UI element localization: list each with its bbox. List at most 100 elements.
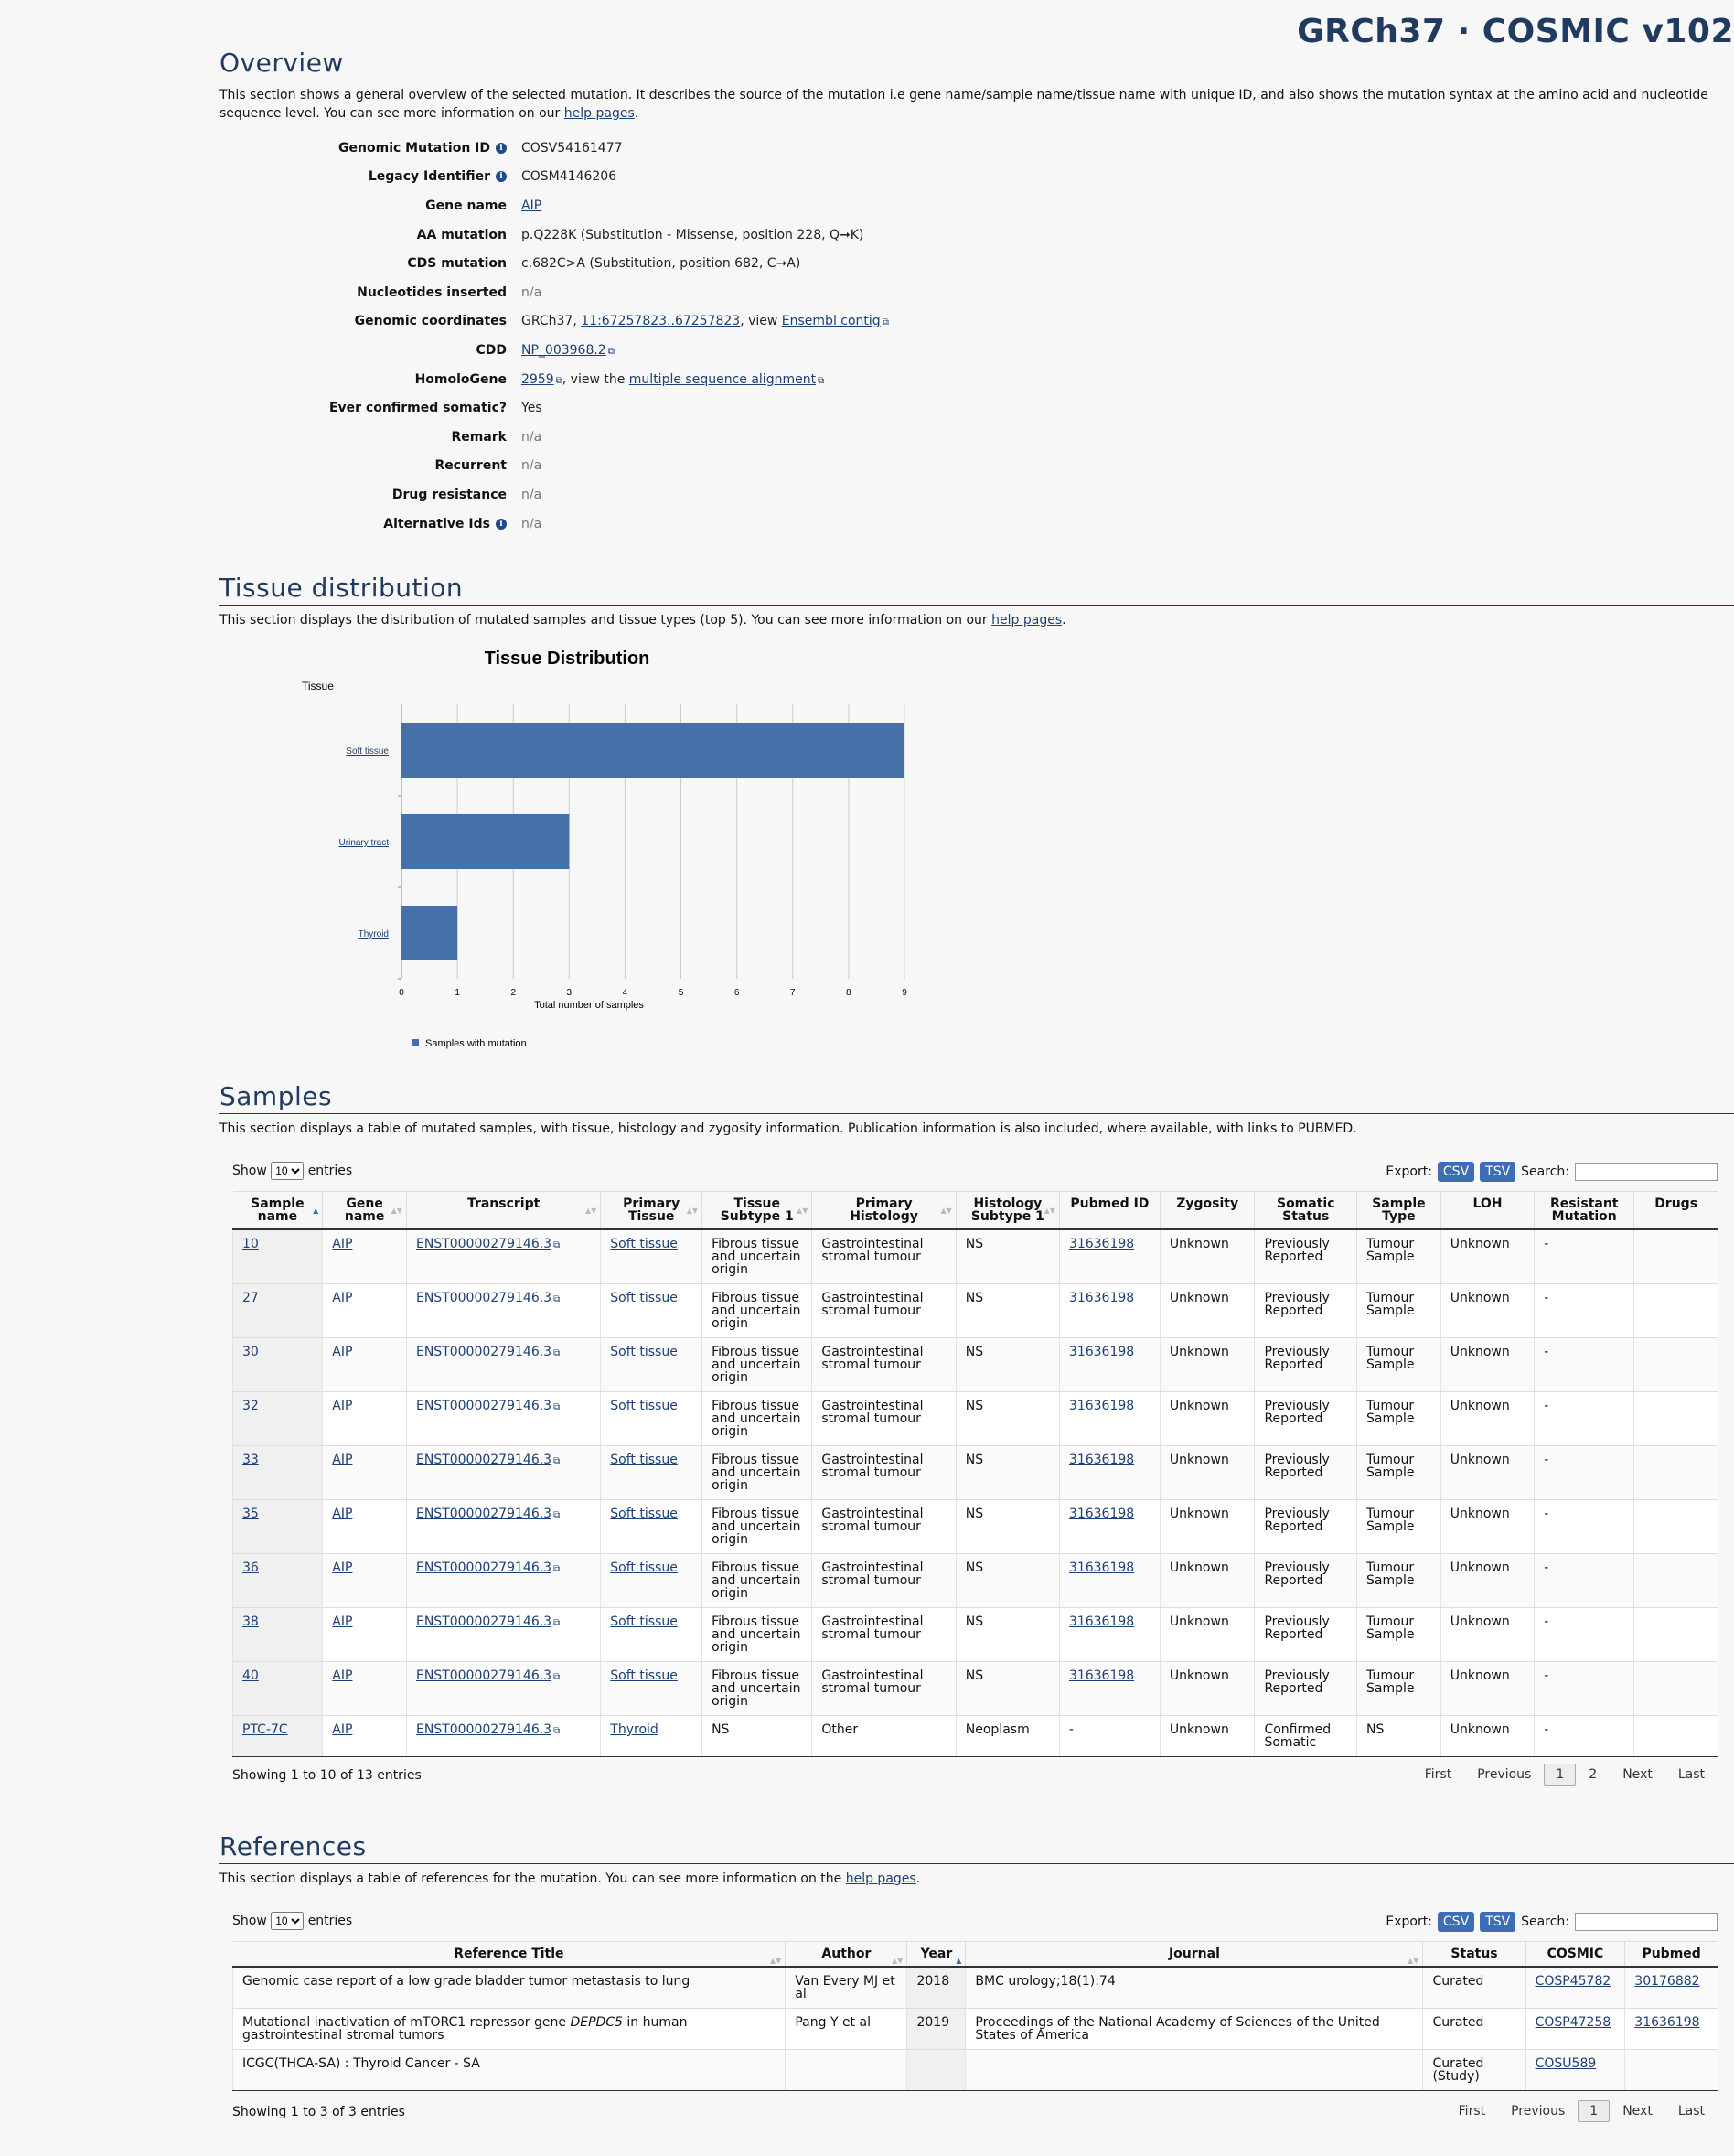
references-cell[interactable]: 30176882: [1624, 1967, 1718, 2009]
samples-cell[interactable]: 33: [231, 1445, 323, 1500]
references-pager-next[interactable]: Next: [1622, 2104, 1653, 2118]
samples-pager-first[interactable]: First: [1424, 1767, 1452, 1782]
samples-search-input[interactable]: [1575, 1163, 1718, 1181]
samples-column-header[interactable]: Tissue Subtype 1 ▲▼: [701, 1191, 812, 1230]
references-pager-1[interactable]: 1: [1578, 2100, 1611, 2122]
samples-cell-link[interactable]: AIP: [332, 1291, 353, 1305]
samples-cell[interactable]: 35: [231, 1499, 323, 1554]
samples-cell[interactable]: 10: [231, 1229, 323, 1284]
chart-bar[interactable]: [401, 723, 904, 778]
samples-cell[interactable]: AIP: [322, 1607, 407, 1662]
overview-value-link[interactable]: 2959: [521, 371, 554, 387]
samples-cell-link[interactable]: 31636198: [1068, 1399, 1135, 1413]
samples-cell-link[interactable]: Soft tissue: [610, 1614, 678, 1629]
references-cell-link[interactable]: COSP45782: [1535, 1974, 1611, 1989]
samples-cell[interactable]: Soft tissue: [600, 1553, 702, 1608]
samples-column-header[interactable]: Zygosity: [1159, 1191, 1255, 1230]
samples-cell-link[interactable]: ENST00000279146.3: [415, 1291, 552, 1305]
samples-column-header[interactable]: Transcript ▲▼: [405, 1191, 601, 1230]
samples-column-header[interactable]: Primary Tissue ▲▼: [600, 1191, 702, 1230]
samples-cell-link[interactable]: 33: [242, 1453, 259, 1467]
overview-value-link[interactable]: NP_003968.2: [521, 342, 606, 358]
samples-cell-link[interactable]: Soft tissue: [610, 1668, 678, 1683]
genomic-coordinates-link[interactable]: 11:67257823..67257823: [581, 314, 741, 329]
samples-cell-link[interactable]: 40: [242, 1668, 259, 1683]
samples-csv-button[interactable]: CSV: [1437, 1162, 1475, 1182]
samples-cell-link[interactable]: AIP: [332, 1237, 353, 1251]
samples-cell-link[interactable]: AIP: [332, 1399, 353, 1413]
samples-cell[interactable]: AIP: [322, 1661, 407, 1716]
samples-cell[interactable]: ENST00000279146.3 ⧉: [405, 1607, 601, 1662]
samples-cell[interactable]: AIP: [322, 1445, 407, 1500]
references-page-size-select[interactable]: 10: [271, 1912, 305, 1930]
chart-bar[interactable]: [401, 906, 458, 960]
references-column-header[interactable]: Author ▲▼: [785, 1941, 907, 1968]
samples-cell-link[interactable]: 31636198: [1068, 1668, 1135, 1683]
samples-cell[interactable]: 36: [231, 1553, 323, 1608]
samples-cell-link[interactable]: 10: [242, 1237, 259, 1251]
chart-category-label[interactable]: Soft tissue: [346, 746, 389, 756]
references-cell-link[interactable]: 31636198: [1634, 2015, 1700, 2030]
samples-cell[interactable]: Soft tissue: [600, 1499, 702, 1554]
samples-cell[interactable]: 31636198: [1058, 1391, 1161, 1446]
references-help-link[interactable]: help pages: [845, 1872, 916, 1886]
samples-cell[interactable]: AIP: [322, 1283, 407, 1338]
info-icon[interactable]: i: [496, 142, 507, 154]
samples-cell[interactable]: ENST00000279146.3 ⧉: [405, 1283, 601, 1338]
samples-cell[interactable]: AIP: [322, 1229, 407, 1284]
samples-cell[interactable]: ENST00000279146.3 ⧉: [405, 1229, 601, 1284]
samples-cell-link[interactable]: Soft tissue: [610, 1453, 678, 1467]
samples-cell[interactable]: ENST00000279146.3 ⧉: [405, 1337, 601, 1392]
samples-cell[interactable]: ENST00000279146.3 ⧉: [405, 1391, 601, 1446]
samples-cell[interactable]: 31636198: [1058, 1499, 1161, 1554]
overview-value-link[interactable]: AIP: [521, 198, 542, 213]
references-cell-link[interactable]: 30176882: [1634, 1974, 1700, 1989]
references-cell-link[interactable]: COSP47258: [1535, 2015, 1611, 2030]
references-column-header[interactable]: Journal ▲▼: [965, 1941, 1423, 1968]
samples-cell-link[interactable]: ENST00000279146.3: [415, 1668, 552, 1683]
samples-cell[interactable]: AIP: [322, 1337, 407, 1392]
samples-pager-1[interactable]: 1: [1544, 1764, 1577, 1786]
samples-column-header[interactable]: Primary Histology ▲▼: [811, 1191, 957, 1230]
references-pager-first[interactable]: First: [1458, 2104, 1486, 2118]
samples-tsv-button[interactable]: TSV: [1480, 1162, 1516, 1182]
samples-cell[interactable]: Soft tissue: [600, 1283, 702, 1338]
references-tsv-button[interactable]: TSV: [1480, 1912, 1516, 1932]
chart-category-label[interactable]: Urinary tract: [339, 838, 390, 848]
samples-cell[interactable]: Soft tissue: [600, 1337, 702, 1392]
samples-cell-link[interactable]: 36: [242, 1561, 259, 1575]
samples-cell[interactable]: Soft tissue: [600, 1661, 702, 1716]
samples-cell[interactable]: 31636198: [1058, 1553, 1161, 1608]
references-column-header[interactable]: Status: [1422, 1941, 1526, 1968]
samples-cell-link[interactable]: 31636198: [1068, 1453, 1135, 1467]
samples-cell[interactable]: Soft tissue: [600, 1391, 702, 1446]
samples-cell[interactable]: AIP: [322, 1499, 407, 1554]
references-pager-last[interactable]: Last: [1677, 2104, 1705, 2118]
info-icon[interactable]: i: [496, 518, 507, 530]
samples-cell[interactable]: ENST00000279146.3 ⧉: [405, 1445, 601, 1500]
samples-column-header[interactable]: Histology Subtype 1 ▲▼: [955, 1191, 1060, 1230]
samples-cell[interactable]: 40: [231, 1661, 323, 1716]
samples-column-header[interactable]: Drugs: [1633, 1191, 1718, 1230]
samples-pager-last[interactable]: Last: [1677, 1767, 1705, 1782]
samples-cell-link[interactable]: 35: [242, 1507, 259, 1521]
samples-cell-link[interactable]: 31636198: [1068, 1561, 1135, 1575]
samples-cell[interactable]: 31636198: [1058, 1283, 1161, 1338]
samples-pager-previous[interactable]: Previous: [1477, 1767, 1532, 1782]
samples-cell-link[interactable]: AIP: [332, 1453, 353, 1467]
references-cell[interactable]: COSP45782: [1525, 1967, 1625, 2009]
samples-cell-link[interactable]: AIP: [332, 1561, 353, 1575]
samples-cell-link[interactable]: ENST00000279146.3: [415, 1614, 552, 1629]
samples-cell[interactable]: 31636198: [1058, 1445, 1161, 1500]
samples-cell[interactable]: AIP: [322, 1391, 407, 1446]
samples-cell[interactable]: ENST00000279146.3 ⧉: [405, 1661, 601, 1716]
samples-page-size-select[interactable]: 10: [271, 1162, 305, 1180]
tissue-help-link[interactable]: help pages: [991, 613, 1063, 627]
samples-cell-link[interactable]: ENST00000279146.3: [415, 1237, 552, 1251]
references-column-header[interactable]: Pubmed: [1624, 1941, 1718, 1968]
overview-external-link[interactable]: Ensembl contig: [781, 314, 881, 329]
samples-cell[interactable]: ENST00000279146.3 ⧉: [405, 1553, 601, 1608]
samples-pager-2[interactable]: 2: [1589, 1767, 1598, 1782]
samples-cell[interactable]: 27: [231, 1283, 323, 1338]
samples-cell-link[interactable]: Soft tissue: [610, 1399, 678, 1413]
